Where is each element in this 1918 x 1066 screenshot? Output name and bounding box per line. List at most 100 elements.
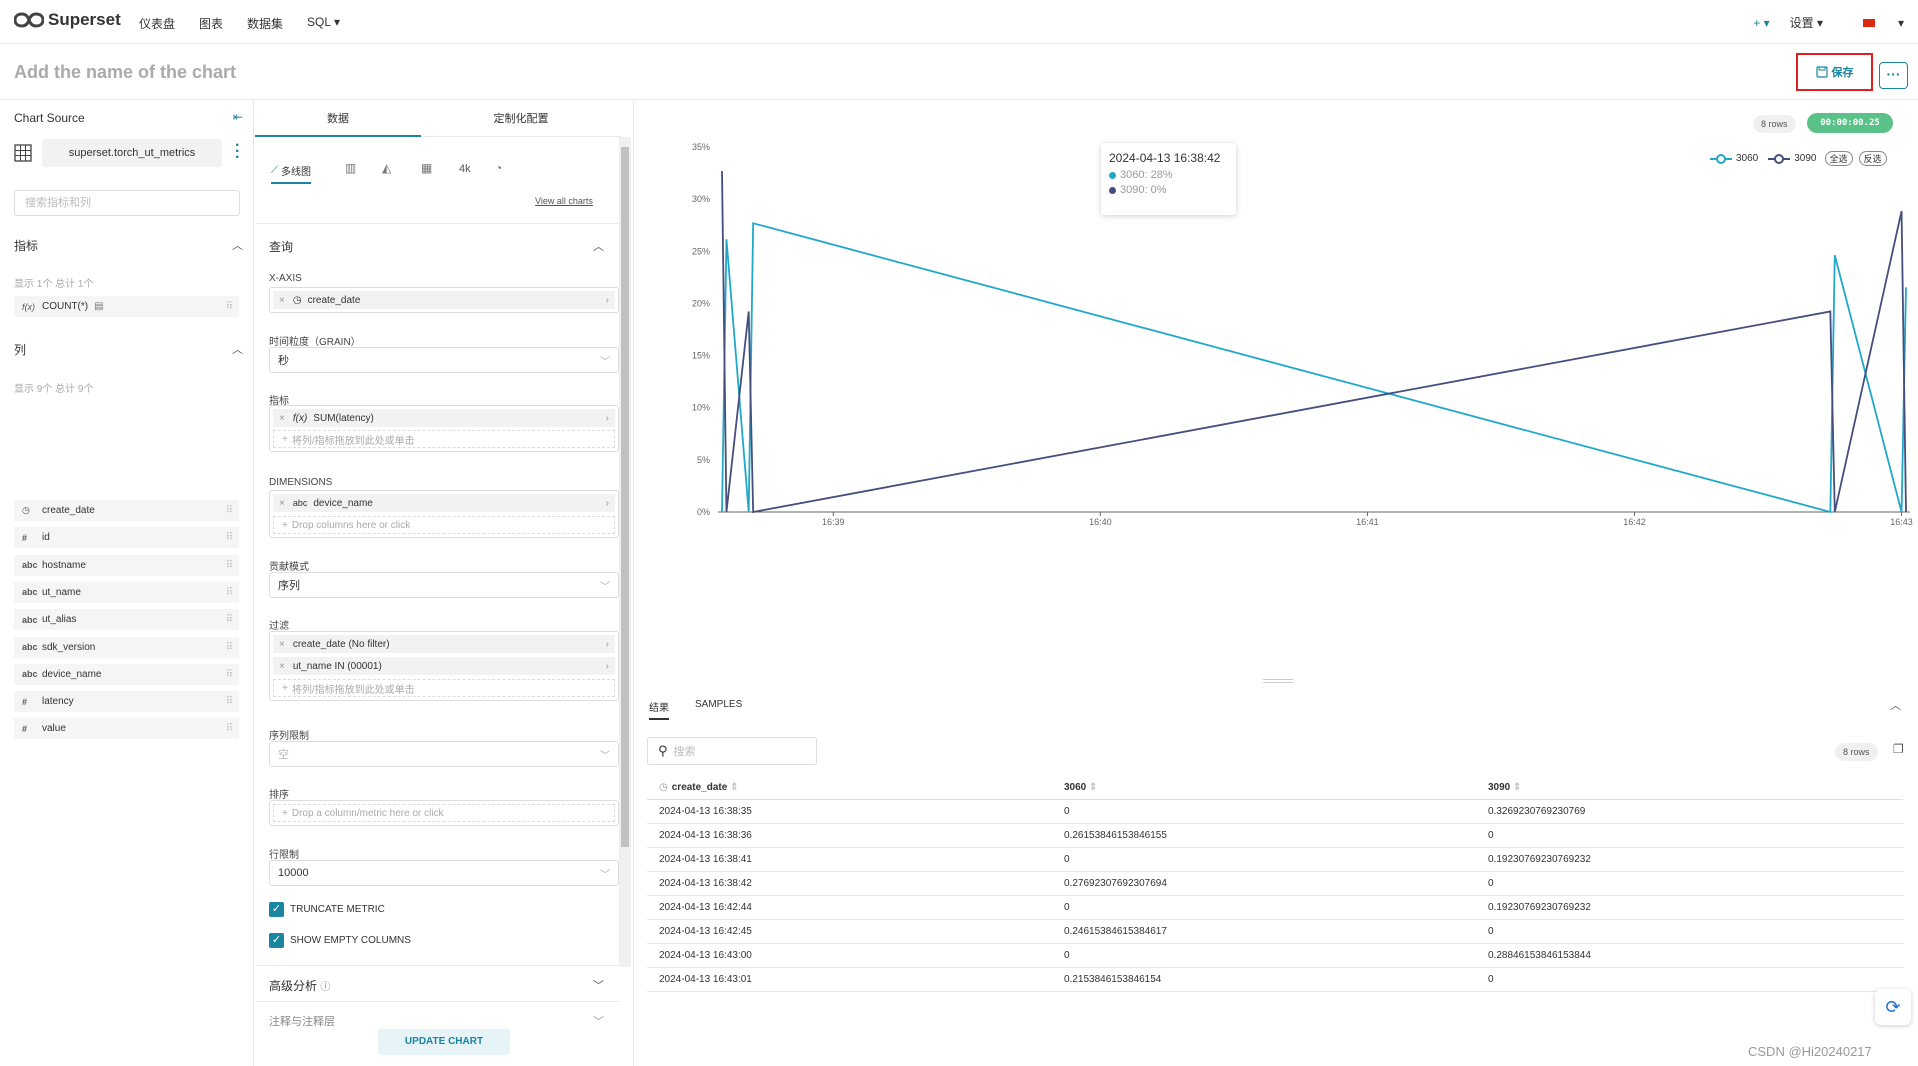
column-item[interactable]: abc sdk_version ⠿ [14,636,239,658]
drag-handle-icon[interactable]: ⠿ [225,723,233,735]
legend-item-3060[interactable]: 3060 [1710,153,1758,164]
table-row[interactable]: 2024-04-13 16:38:35 0 0.3269230769230769 [647,799,1903,824]
column-search-input[interactable]: 搜索指标和列 [14,190,240,216]
settings-menu[interactable]: 设置 ▾ [1789,16,1823,30]
legend-item-3090[interactable]: 3090 [1768,153,1817,164]
annotations-expand-icon[interactable]: ﹀ [593,1016,604,1028]
view-all-charts-link[interactable]: View all charts [535,196,593,206]
filter-chip-2[interactable]: × ut_name IN (00001) › [273,657,615,675]
filter-drop-zone[interactable]: + 将列/指标拖放到此处或单击 [273,679,615,697]
nav-charts[interactable]: 图表 [199,17,224,31]
remove-filter-icon[interactable]: × [279,638,285,650]
table-row[interactable]: 2024-04-13 16:43:00 0 0.28846153846153844 [647,943,1903,968]
legend-select-all-button[interactable]: 全选 [1824,151,1853,166]
header-3060[interactable]: 3060 ⇕ [1052,777,1476,800]
tab-data[interactable]: 数据 [255,101,421,137]
floating-help-button[interactable]: ⟳ [1875,989,1911,1025]
header-create-date[interactable]: ◷ create_date ⇕ [647,777,1052,800]
column-item[interactable]: # id ⠿ [14,527,239,549]
table-row[interactable]: 2024-04-13 16:43:01 0.2153846153846154 0 [647,967,1903,992]
column-item[interactable]: abc hostname ⠿ [14,554,239,576]
nav-dashboards[interactable]: 仪表盘 [139,17,176,31]
column-item[interactable]: abc ut_name ⠿ [14,581,239,603]
table-row[interactable]: 2024-04-13 16:38:42 0.27692307692307694 0 [647,871,1903,896]
drag-handle-icon[interactable]: ⠿ [225,586,233,598]
chart-type-line[interactable]: ⟋ 多线图 [271,163,311,184]
filter-chip-1[interactable]: × create_date (No filter) › [273,635,615,653]
show-empty-columns-checkbox[interactable]: ✓ SHOW EMPTY COLUMNS [269,933,411,948]
dimension-drop-zone[interactable]: + Drop columns here or click [273,516,615,534]
save-button[interactable]: 保存 [1796,53,1873,91]
metric-chip[interactable]: × f(x) SUM(latency) › [273,409,615,427]
contribution-select[interactable]: 序列 ﹀ [269,572,619,598]
scrollbar-thumb[interactable] [621,147,629,847]
nav-datasets[interactable]: 数据集 [247,17,284,31]
tab-results[interactable]: 结果 [649,699,669,720]
advanced-analytics-section[interactable]: 高级分析 ⓘ [269,977,330,994]
tab-customize[interactable]: 定制化配置 [421,101,621,137]
x-axis-chip[interactable]: × ◷ create_date › [273,291,615,309]
table-row[interactable]: 2024-04-13 16:42:45 0.24615384615384617 0 [647,919,1903,944]
drag-handle-icon[interactable]: ⠿ [225,505,233,516]
remove-x-icon[interactable]: × [279,294,285,306]
drag-handle-icon[interactable]: ⠿ [225,696,233,708]
big-number-chart[interactable]: 4k [459,163,471,175]
remove-filter-icon[interactable]: × [279,660,285,672]
area-chart-icon[interactable]: ◭ [382,161,392,175]
dimension-chip[interactable]: × abc device_name › [273,494,615,512]
drag-handle-icon[interactable]: ⠿ [225,614,233,626]
remove-metric-icon[interactable]: × [279,412,285,424]
header-3090[interactable]: 3090 ⇕ [1476,777,1903,800]
time-grain-select[interactable]: 秒 ﹀ [269,347,619,373]
annotations-section[interactable]: 注释与注释层 [269,1016,335,1028]
chart-title-input[interactable]: Add the name of the chart [14,62,237,82]
collapse-panel-icon[interactable]: ⇤ [233,110,244,124]
advanced-expand-icon[interactable]: ﹀ [593,980,604,992]
drag-handle-icon[interactable]: ⠿ [225,559,233,571]
metric-drop-zone[interactable]: + 将列/指标拖放到此处或单击 [273,430,615,448]
pie-chart-icon[interactable]: ◔ [495,161,503,175]
table-row[interactable]: 2024-04-13 16:42:44 0 0.19230769230769232 [647,895,1903,920]
sort-drop-zone[interactable]: + Drop a column/metric here or click [273,804,615,822]
dataset-menu-icon[interactable]: · · · [235,137,241,166]
column-item[interactable]: # value ⠿ [14,718,239,740]
column-item[interactable]: abc ut_alias ⠿ [14,609,239,631]
table-row[interactable]: 2024-04-13 16:38:41 0 0.19230769230769232 [647,847,1903,872]
metric-item[interactable]: f(x) COUNT(*) ▤ ⠿ [14,296,239,317]
search-icon: ⚲ [658,743,668,758]
scrollbar[interactable] [619,137,631,967]
contribution-label: 贡献模式 [269,562,309,573]
row-limit-select[interactable]: 10000 ﹀ [269,860,619,886]
legend-invert-button[interactable]: 反选 [1858,151,1887,166]
dataset-name[interactable]: superset.torch_ut_metrics [42,139,222,167]
drag-handle-icon[interactable]: ⠿ [225,301,233,312]
series-limit-select[interactable]: 空 ﹀ [269,741,619,767]
update-chart-button[interactable]: UPDATE CHART [378,1029,510,1055]
resize-handle[interactable] [1263,679,1293,683]
bar-chart-icon[interactable]: ▥ [345,161,357,175]
superset-logo[interactable]: Superset [14,10,121,30]
header-label: 3060 [1064,782,1087,794]
results-collapse-icon[interactable]: ︿ [1890,700,1901,712]
drag-handle-icon[interactable]: ⠿ [225,668,233,680]
copy-icon[interactable]: ❐ [1893,742,1904,756]
table-row[interactable]: 2024-04-13 16:38:36 0.26153846153846155 0 [647,823,1903,848]
table-chart-icon[interactable]: ▦ [421,161,433,175]
number-type-icon: # [22,696,28,707]
nav-sql[interactable]: SQL ▾ [307,15,340,29]
drag-handle-icon[interactable]: ⠿ [225,641,233,653]
drag-handle-icon[interactable]: ⠿ [225,532,233,544]
columns-collapse-icon[interactable]: ︿ [232,344,243,356]
query-collapse-icon[interactable]: ︿ [593,241,604,253]
more-options-button[interactable]: ··· [1879,62,1908,89]
remove-dimension-icon[interactable]: × [279,497,285,509]
results-search-input[interactable]: ⚲ 搜索 [647,737,817,765]
truncate-metric-checkbox[interactable]: ✓ TRUNCATE METRIC [269,902,385,917]
tab-samples[interactable]: SAMPLES [695,699,743,710]
column-item[interactable]: abc device_name ⠿ [14,663,239,685]
metrics-collapse-icon[interactable]: ︿ [232,240,243,252]
column-item[interactable]: ◷ create_date ⠿ [14,500,239,521]
language-menu[interactable]: ▾ [1843,16,1904,30]
column-item[interactable]: # latency ⠿ [14,691,239,713]
plus-menu[interactable]: + ▾ [1753,15,1770,30]
